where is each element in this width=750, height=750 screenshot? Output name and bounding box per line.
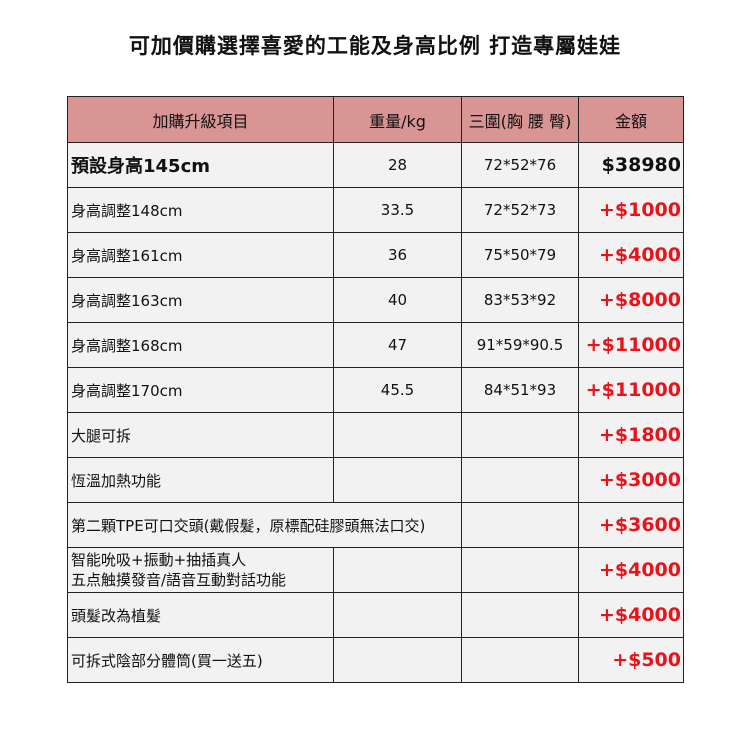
price-cell: +$11000 [578, 322, 684, 368]
weight-cell: 47 [333, 322, 462, 368]
item-cell: 第二顆TPE可口交頭(戴假髮，原標配硅膠頭無法口交) [67, 502, 462, 548]
measurements-cell: 72*52*73 [461, 187, 579, 233]
measurements-cell: 75*50*79 [461, 232, 579, 278]
table-row: 恆溫加熱功能 +$3000 [67, 457, 684, 503]
weight-cell [333, 547, 462, 593]
price-cell: +$8000 [578, 277, 684, 323]
item-cell: 智能吮吸+振動+抽插真人五点触摸發音/語音互動對話功能 [67, 547, 334, 593]
price-table: 加購升級項目 重量/kg 三圍(胸 腰 臀) 金額 預設身高145cm 28 72*… [67, 96, 684, 683]
page-title: 可加價購選擇喜愛的工能及身高比例 打造專屬娃娃 [128, 34, 622, 58]
header-measurements: 三圍(胸 腰 臀) [461, 96, 579, 143]
measurements-cell [461, 412, 579, 458]
item-cell: 頭髮改為植髮 [67, 592, 334, 638]
table-row: 大腿可拆 +$1800 [67, 412, 684, 458]
item-line-1: 智能吮吸+振動+抽插真人 [71, 551, 247, 569]
table-row: 身高調整163cm 40 83*53*92 +$8000 [67, 277, 684, 323]
weight-cell [333, 637, 462, 683]
measurements-cell: 72*52*76 [461, 142, 579, 188]
measurements-cell [461, 547, 579, 593]
price-cell: +$3600 [578, 502, 684, 548]
item-cell: 大腿可拆 [67, 412, 334, 458]
table-row: 預設身高145cm 28 72*52*76 $38980 [67, 142, 684, 188]
price-cell: +$1000 [578, 187, 684, 233]
price-cell: +$500 [578, 637, 684, 683]
weight-cell: 45.5 [333, 367, 462, 413]
table-row: 身高調整161cm 36 75*50*79 +$4000 [67, 232, 684, 278]
weight-cell: 36 [333, 232, 462, 278]
table-row: 身高調整148cm 33.5 72*52*73 +$1000 [67, 187, 684, 233]
price-cell: +$1800 [578, 412, 684, 458]
header-weight: 重量/kg [333, 96, 462, 143]
item-line-2: 五点触摸發音/語音互動對話功能 [71, 571, 287, 589]
measurements-cell [461, 637, 579, 683]
weight-cell: 28 [333, 142, 462, 188]
header-item: 加購升級項目 [67, 96, 334, 143]
measurements-cell: 91*59*90.5 [461, 322, 579, 368]
weight-cell: 33.5 [333, 187, 462, 233]
table-row: 第二顆TPE可口交頭(戴假髮，原標配硅膠頭無法口交) +$3600 [67, 502, 684, 548]
price-cell: +$11000 [578, 367, 684, 413]
price-cell: +$4000 [578, 592, 684, 638]
measurements-cell: 83*53*92 [461, 277, 579, 323]
measurements-cell: 84*51*93 [461, 367, 579, 413]
table-row: 智能吮吸+振動+抽插真人五点触摸發音/語音互動對話功能 +$4000 [67, 547, 684, 593]
table-row: 可拆式陰部分體筒(買一送五) +$500 [67, 637, 684, 683]
price-cell: +$3000 [578, 457, 684, 503]
price-cell: $38980 [578, 142, 684, 188]
table-row: 身高調整170cm 45.5 84*51*93 +$11000 [67, 367, 684, 413]
header-price: 金額 [578, 96, 684, 143]
item-cell: 預設身高145cm [67, 142, 334, 188]
item-cell: 身高調整168cm [67, 322, 334, 368]
price-cell: +$4000 [578, 232, 684, 278]
weight-cell: 40 [333, 277, 462, 323]
item-cell: 可拆式陰部分體筒(買一送五) [67, 637, 334, 683]
measurements-cell [461, 457, 579, 503]
item-cell: 恆溫加熱功能 [67, 457, 334, 503]
table-header: 加購升級項目 重量/kg 三圍(胸 腰 臀) 金額 [67, 96, 684, 143]
measurements-cell [461, 592, 579, 638]
weight-cell [333, 457, 462, 503]
weight-cell [333, 412, 462, 458]
weight-cell [333, 592, 462, 638]
table-row: 身高調整168cm 47 91*59*90.5 +$11000 [67, 322, 684, 368]
item-cell: 身高調整163cm [67, 277, 334, 323]
item-cell: 身高調整148cm [67, 187, 334, 233]
price-cell: +$4000 [578, 547, 684, 593]
item-cell: 身高調整161cm [67, 232, 334, 278]
measurements-cell [461, 502, 579, 548]
table-row: 頭髮改為植髮 +$4000 [67, 592, 684, 638]
item-cell: 身高調整170cm [67, 367, 334, 413]
